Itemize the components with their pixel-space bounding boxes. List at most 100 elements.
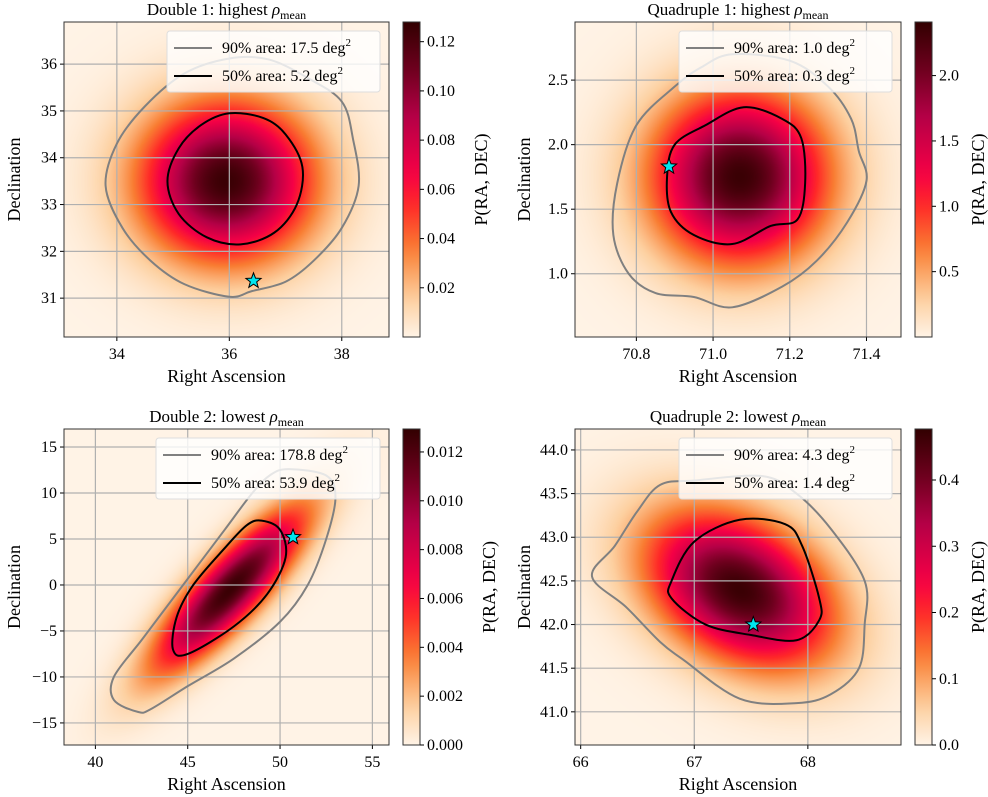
y-tick-label: 1.0 (548, 266, 568, 283)
colorbar-tick-label: 0.12 (427, 34, 455, 51)
colorbar-tick-label: 0.000 (427, 737, 463, 754)
plot-frame (63, 21, 390, 338)
colorbar-tick-label: 0.2 (939, 605, 959, 622)
y-tick-label: −5 (40, 623, 57, 640)
true-position-star-marker (660, 157, 678, 175)
colorbar-tick-label: 1.0 (939, 198, 959, 215)
true-position-star-marker (244, 271, 263, 289)
legend-label: 50% area: 53.9 deg2 (211, 472, 340, 492)
colorbar-tick-label: 0.5 (939, 264, 959, 281)
colorbar (402, 21, 421, 338)
colorbar-tick-label: 0.008 (427, 542, 463, 559)
colorbar-tick-label: 0.10 (427, 83, 455, 100)
legend-label-superscript: 2 (338, 65, 344, 77)
colorbar-tick-label: 0.002 (427, 688, 463, 705)
colorbar-label: P(RA, DEC) (479, 541, 500, 633)
panel-4: 66 67 68 41.0 41.5 42.0 42.5 43.0 43.5 44.0 90% ar… (514, 407, 988, 794)
title-symbol: ρ (793, 0, 802, 19)
legend-label-superscript: 2 (850, 37, 856, 49)
x-tick-label: 55 (364, 754, 380, 771)
title-text: Quadruple 1: highest (647, 0, 794, 19)
y-tick-label: 41.5 (540, 660, 568, 677)
legend-label: 50% area: 1.4 deg2 (734, 472, 855, 492)
contour-90-percent (109, 468, 337, 714)
y-tick-label: −10 (32, 669, 57, 686)
panel-title: Double 1: highest ρmean (147, 0, 306, 22)
contour-50-percent (166, 111, 304, 246)
colorbar-tick-label: 0.02 (427, 280, 455, 297)
panel-title: Quadruple 1: highest ρmean (647, 0, 828, 22)
x-tick-label: 34 (109, 346, 125, 363)
legend-label-superscript: 2 (850, 472, 856, 484)
y-tick-label: 33 (41, 197, 57, 214)
colorbar-tick-label: 2.0 (939, 68, 959, 85)
y-tick-label: 15 (41, 439, 57, 456)
y-tick-label: 32 (41, 243, 57, 260)
colorbar-tick-label: 0.004 (427, 639, 463, 656)
colorbar-tick-label: 0.3 (939, 538, 959, 555)
legend-label-superscript: 2 (346, 37, 352, 49)
panel-title: Double 2: lowest ρmean (149, 407, 304, 429)
y-tick-label: 44.0 (540, 442, 568, 459)
y-axis-label: Declination (514, 545, 534, 629)
legend-label-text: 50% area: 5.2 deg (222, 68, 338, 85)
colorbar-tick-label: 0.010 (427, 493, 463, 510)
title-symbol: ρ (791, 407, 800, 426)
colorbar-tick-label: 0.08 (427, 132, 455, 149)
title-symbol: ρ (269, 407, 278, 426)
legend-label-superscript: 2 (343, 444, 349, 456)
y-tick-label: 34 (41, 150, 57, 167)
colorbar-tick-label: 0.0 (939, 737, 959, 754)
x-tick-label: 50 (272, 754, 288, 771)
colorbar-tick-label: 0.06 (427, 181, 455, 198)
panel-3: 40 45 50 55 −15 −10 −5 0 5 10 15 90% area: 178.8 de… (4, 407, 500, 794)
y-tick-label: 31 (41, 290, 57, 307)
legend-label-text: 50% area: 1.4 deg (734, 475, 850, 492)
y-tick-label: 35 (41, 103, 57, 120)
legend-box (155, 437, 381, 500)
panel-title: Quadruple 2: lowest ρmean (650, 407, 826, 429)
colorbar (914, 21, 933, 338)
y-tick-label: 5 (49, 531, 57, 548)
title-text: Double 1: highest (147, 0, 272, 19)
legend-label-text: 90% area: 17.5 deg (222, 40, 346, 57)
legend-box (166, 30, 381, 93)
y-tick-label: 41.0 (540, 704, 568, 721)
legend-label-text: 50% area: 0.3 deg (734, 68, 850, 85)
true-position-star-marker (744, 615, 763, 633)
y-tick-label: 43.0 (540, 529, 568, 546)
x-tick-label: 66 (573, 754, 589, 771)
y-tick-label: 42.5 (540, 573, 568, 590)
colorbar-tick-label: 0.04 (427, 231, 455, 248)
legend-box (678, 437, 893, 500)
contour-50-percent (171, 519, 288, 657)
legend-label-text: 90% area: 1.0 deg (734, 40, 850, 57)
legend-label-superscript: 2 (335, 472, 341, 484)
y-tick-label: 43.5 (540, 486, 568, 503)
x-tick-label: 71.2 (776, 346, 804, 363)
plot-frame (63, 428, 390, 746)
x-tick-label: 36 (221, 346, 237, 363)
legend-label: 50% area: 5.2 deg2 (222, 65, 343, 85)
contour-90-percent (104, 55, 361, 298)
y-tick-label: 10 (41, 485, 57, 502)
legend-label-superscript: 2 (850, 444, 856, 456)
y-tick-label: 0 (49, 577, 57, 594)
x-tick-label: 40 (87, 754, 103, 771)
title-subscript: mean (278, 415, 304, 429)
contour-50-percent (665, 106, 807, 246)
x-axis-label: Right Ascension (679, 774, 798, 794)
colorbar-label: P(RA, DEC) (968, 541, 988, 633)
colorbar-label: P(RA, DEC) (968, 133, 988, 225)
plot-frame (574, 428, 902, 746)
x-tick-label: 71.4 (852, 346, 880, 363)
colorbar (914, 428, 933, 746)
true-position-star-marker (284, 527, 302, 545)
x-tick-label: 38 (334, 346, 350, 363)
x-tick-label: 45 (180, 754, 196, 771)
